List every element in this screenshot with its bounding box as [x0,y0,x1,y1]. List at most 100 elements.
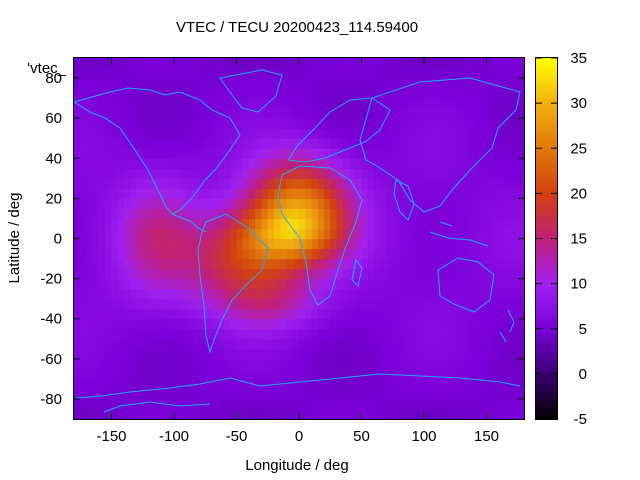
heatmap-cell [286,138,294,149]
heatmap-cell [480,158,488,169]
heatmap-cell [230,158,238,169]
heatmap-cell [417,198,425,210]
heatmap-cell [186,378,194,390]
heatmap-cell [199,158,206,169]
heatmap-cell [192,368,200,380]
heatmap-cell [199,138,206,149]
heatmap-cell [142,178,150,189]
heatmap-cell [105,98,113,109]
heatmap-cell [317,228,325,240]
heatmap-cell [136,188,144,199]
heatmap-cell [505,238,513,250]
heatmap-cell [311,378,319,390]
heatmap-cell [367,388,375,400]
heatmap-cell [99,68,106,79]
heatmap-cell [161,368,169,380]
heatmap-cell [392,198,400,210]
heatmap-cell [417,58,425,69]
heatmap-cell [517,118,525,129]
heatmap-cell [392,98,400,109]
heatmap-cell [74,88,81,99]
heatmap-cell [336,298,344,310]
heatmap-cell [492,208,500,220]
heatmap-cell [511,98,519,109]
heatmap-cell [361,68,369,79]
heatmap-cell [355,138,363,149]
heatmap-cell [517,248,525,260]
heatmap-cell [480,388,488,400]
heatmap-cell [130,288,138,300]
heatmap-cell [261,178,269,189]
heatmap-cell [367,248,375,260]
heatmap-cell [361,188,369,199]
heatmap-cell [349,308,356,320]
heatmap-cell [274,398,281,410]
heatmap-cell [155,338,163,350]
heatmap-cell [442,398,450,410]
heatmap-cell [411,258,419,270]
heatmap-cell [355,218,363,230]
heatmap-cell [130,248,138,260]
heatmap-cell [217,148,225,159]
heatmap-cell [117,118,125,129]
heatmap-cell [167,248,175,260]
heatmap-cell [205,338,213,350]
heatmap-cell [242,128,250,139]
heatmap-cell [124,78,131,89]
heatmap-cell [480,188,488,199]
heatmap-cell [405,188,413,199]
heatmap-cell [286,228,294,240]
heatmap-cell [417,348,425,360]
heatmap-cell [349,268,356,280]
heatmap-cell [449,228,456,240]
heatmap-cell [311,118,319,129]
heatmap-cell [449,378,456,390]
heatmap-cell [292,88,300,99]
heatmap-cell [286,68,294,79]
heatmap-cell [86,318,94,330]
heatmap-cell [274,208,281,220]
heatmap-cell [99,108,106,119]
heatmap-cell [86,268,94,280]
heatmap-cell [117,148,125,159]
heatmap-cell [430,398,438,410]
heatmap-cell [186,358,194,370]
heatmap-cell [330,288,338,300]
heatmap-cell [417,188,425,199]
heatmap-cell [486,238,494,250]
colorbar-cell [536,366,557,372]
heatmap-cell [167,98,175,109]
colorbar-cell [536,210,557,216]
heatmap-cell [467,388,475,400]
heatmap-cell [80,388,88,400]
heatmap-cell [305,238,313,250]
heatmap-cell [374,388,381,400]
heatmap-cell [499,298,506,310]
heatmap-cell [480,348,488,360]
heatmap-cell [286,88,294,99]
heatmap-cell [499,408,506,420]
heatmap-cell [324,368,331,380]
heatmap-cell [499,88,506,99]
heatmap-cell [224,88,231,99]
heatmap-cell [199,168,206,179]
heatmap-cell [355,248,363,260]
heatmap-cell [174,178,181,189]
heatmap-cell [411,408,419,420]
heatmap-cell [230,258,238,270]
colorbar-cell [536,290,557,296]
heatmap-cell [442,328,450,340]
heatmap-cell [305,148,313,159]
heatmap-cell [174,268,181,280]
heatmap-cell [186,228,194,240]
heatmap-cell [392,288,400,300]
heatmap-cell [180,188,188,199]
heatmap-cell [124,108,131,119]
heatmap-cell [180,128,188,139]
heatmap-cell [367,188,375,199]
heatmap-cell [174,358,181,370]
heatmap-cell [405,138,413,149]
heatmap-cell [186,98,194,109]
heatmap-cell [367,138,375,149]
